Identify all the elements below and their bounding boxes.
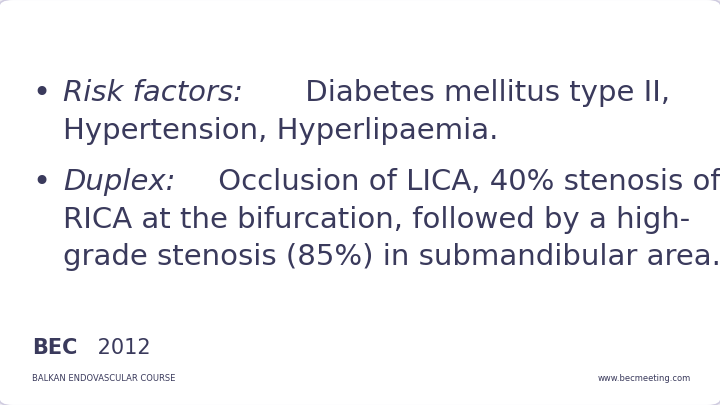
Text: BEC: BEC xyxy=(32,339,78,358)
Text: •: • xyxy=(32,168,50,197)
Text: Hypertension, Hyperlipaemia.: Hypertension, Hyperlipaemia. xyxy=(63,117,499,145)
Text: Risk factors:: Risk factors: xyxy=(63,79,243,107)
Text: grade stenosis (85%) in submandibular area.: grade stenosis (85%) in submandibular ar… xyxy=(63,243,720,271)
Text: •: • xyxy=(32,79,50,108)
Text: RICA at the bifurcation, followed by a high-: RICA at the bifurcation, followed by a h… xyxy=(63,206,690,234)
Text: BALKAN ENDOVASCULAR COURSE: BALKAN ENDOVASCULAR COURSE xyxy=(32,374,176,383)
Text: Duplex:: Duplex: xyxy=(63,168,176,196)
Text: Occlusion of LICA, 40% stenosis of: Occlusion of LICA, 40% stenosis of xyxy=(209,168,720,196)
Text: www.becmeeting.com: www.becmeeting.com xyxy=(598,374,691,383)
Text: BEC: BEC xyxy=(32,339,78,358)
Text: 2012: 2012 xyxy=(91,339,150,358)
Text: Diabetes mellitus type II,: Diabetes mellitus type II, xyxy=(296,79,670,107)
